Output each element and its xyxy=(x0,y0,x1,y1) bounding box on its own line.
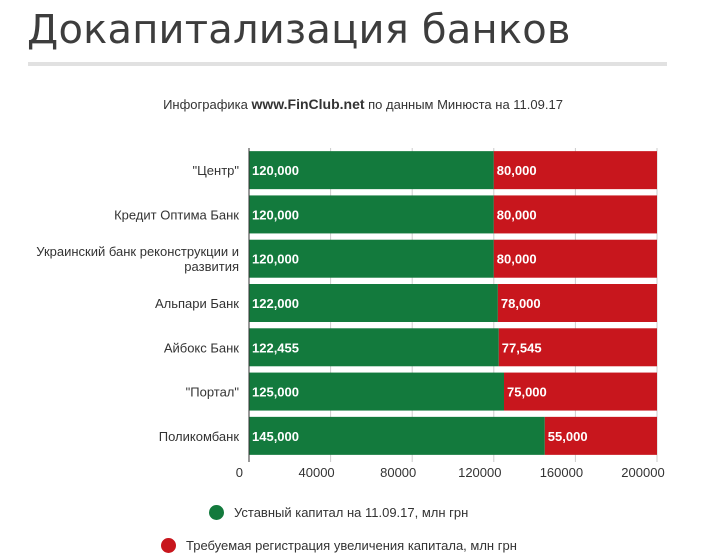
legend-item-series1[interactable]: Уставный капитал на 11.09.17, млн грн xyxy=(209,505,468,520)
category-label: Альпари Банк xyxy=(155,296,239,311)
data-label-series1: 120,000 xyxy=(252,163,299,178)
bar-series2 xyxy=(504,372,657,411)
bar-series1 xyxy=(249,195,494,234)
bar-series2 xyxy=(498,328,657,367)
category-label: Айбокс Банк xyxy=(164,340,239,355)
bar-series2 xyxy=(493,195,657,234)
bar-series1 xyxy=(249,416,545,455)
bar-series2 xyxy=(493,151,657,190)
chart-subtitle: Инфографика www.FinClub.net по данным Ми… xyxy=(0,96,726,112)
subtitle-site-link[interactable]: www.FinClub.net xyxy=(251,96,365,112)
legend-label-series2: Требуемая регистрация увеличения капитал… xyxy=(186,538,517,553)
bar-series1 xyxy=(249,372,504,411)
bar-series2 xyxy=(497,284,657,322)
x-tick-label: 80000 xyxy=(380,465,416,480)
bar-series1 xyxy=(249,284,498,322)
subtitle-suffix: по данным Минюста на 11.09.17 xyxy=(364,97,563,112)
bar-series1 xyxy=(249,239,494,278)
data-label-series2: 77,545 xyxy=(502,340,542,355)
x-tick-label: 40000 xyxy=(299,465,335,480)
bar-series1 xyxy=(249,151,494,190)
legend-marker-series2 xyxy=(161,538,176,553)
data-label-series2: 80,000 xyxy=(497,207,537,222)
data-label-series1: 145,000 xyxy=(252,429,299,444)
category-label: Украинский банк реконструкции и xyxy=(36,244,239,259)
x-tick-label: 200000 xyxy=(621,465,664,480)
category-label: Поликомбанк xyxy=(159,429,240,444)
category-label: "Портал" xyxy=(186,385,240,400)
category-label: "Центр" xyxy=(193,163,240,178)
legend-label-series1: Уставный капитал на 11.09.17, млн грн xyxy=(234,505,469,520)
data-label-series2: 80,000 xyxy=(497,163,537,178)
bar-series1 xyxy=(249,328,499,367)
title-divider xyxy=(28,62,667,66)
category-label: Кредит Оптима Банк xyxy=(114,207,239,222)
legend-marker-series1 xyxy=(209,505,224,520)
x-tick-label: 160000 xyxy=(540,465,583,480)
data-label-series2: 75,000 xyxy=(507,385,547,400)
legend-item-series2[interactable]: Требуемая регистрация увеличения капитал… xyxy=(161,538,517,553)
x-tick-label: 0 xyxy=(236,465,243,480)
data-label-series1: 122,000 xyxy=(252,296,299,311)
category-label: развития xyxy=(184,259,239,274)
data-label-series1: 122,455 xyxy=(252,340,299,355)
x-tick-label: 120000 xyxy=(458,465,501,480)
data-label-series1: 120,000 xyxy=(252,252,299,267)
page-title: Докапитализация банков xyxy=(27,7,571,53)
bar-series2 xyxy=(544,416,657,455)
subtitle-prefix: Инфографика xyxy=(163,97,252,112)
bar-chart: 120,000 80,000 "Центр" 120,000 80,000 Кредит … xyxy=(36,148,665,480)
data-label-series1: 125,000 xyxy=(252,385,299,400)
data-label-series1: 120,000 xyxy=(252,207,299,222)
data-label-series2: 78,000 xyxy=(501,296,541,311)
data-label-series2: 80,000 xyxy=(497,252,537,267)
bar-series2 xyxy=(493,239,657,278)
data-label-series2: 55,000 xyxy=(548,429,588,444)
